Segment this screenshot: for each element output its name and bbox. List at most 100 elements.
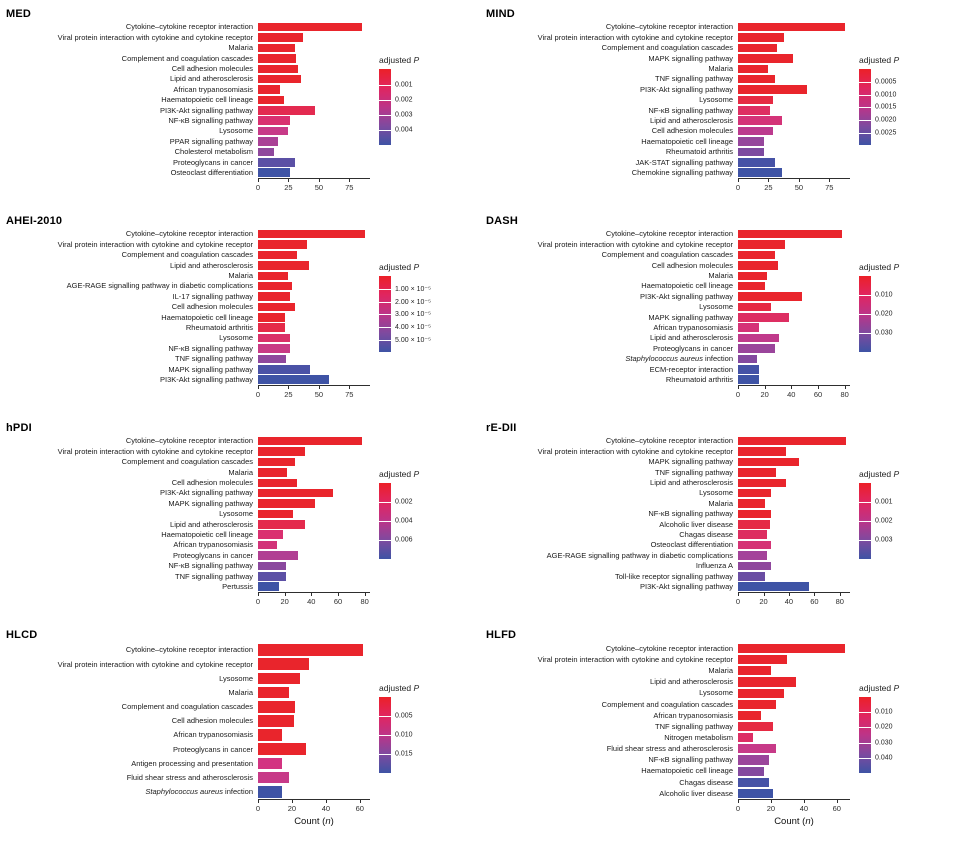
bar-label: Viral protein interaction with cytokine … xyxy=(537,239,733,249)
bar xyxy=(738,666,771,676)
bar-row: MAPK signalling pathway xyxy=(486,53,850,63)
bar-row: Viral protein interaction with cytokine … xyxy=(6,32,370,42)
bar-label: Cytokine–cytokine receptor interaction xyxy=(125,229,253,239)
colorbar-tick-label: 1.00 × 10⁻⁵ xyxy=(395,286,431,294)
colorbar-legend: adjusted P 1.00 × 10⁻⁵ 2.00 × 10⁻⁵ 3.00 × 1… xyxy=(379,262,449,353)
chart-body: Cytokine–cytokine receptor interaction Vi… xyxy=(6,22,480,193)
bar-row: Lipid and atherosclerosis xyxy=(6,260,370,270)
bar xyxy=(738,499,765,508)
x-axis-tick-label: 50 xyxy=(314,182,324,192)
x-label-row: Count (n) xyxy=(486,814,850,827)
bar xyxy=(258,43,295,53)
bar-row: Haematopoietic cell lineage xyxy=(6,530,370,540)
bar-row: AGE-RAGE signalling pathway in diabetic … xyxy=(486,550,850,560)
bar-track xyxy=(738,323,850,333)
bar-label: Influenza A xyxy=(695,561,733,571)
bar xyxy=(738,43,777,53)
bar-label: African trypanosomiasis xyxy=(653,710,733,720)
bar-row: MAPK signalling pathway xyxy=(6,364,370,374)
bar-track xyxy=(738,281,850,291)
colorbar-tick-label: 0.020 xyxy=(875,310,893,318)
x-axis-row: 0 20 40 60 xyxy=(6,798,370,814)
bar-track xyxy=(738,743,850,754)
bar-label: Rheumatoid arthritis xyxy=(665,374,733,384)
x-axis-tick-label: 60 xyxy=(333,596,343,606)
axis-spacer xyxy=(6,814,258,827)
bar-row: NF-κB signalling pathway xyxy=(486,754,850,765)
bar-track xyxy=(738,105,850,115)
colorbar: 0.001 0.002 0.003 0.004 xyxy=(379,69,413,146)
bar xyxy=(738,333,780,343)
x-axis: 0 20 40 60 xyxy=(256,798,370,814)
bar-row: Haematopoietic cell lineage xyxy=(6,312,370,322)
bar-track xyxy=(738,788,850,799)
bar-row: African trypanosomiasis xyxy=(6,728,370,742)
bar xyxy=(738,744,776,754)
bar-label: TNF signalling pathway xyxy=(655,74,733,84)
bar-label: Complement and coagulation cascades xyxy=(121,250,253,260)
colorbar: 0.010 0.020 0.030 0.040 xyxy=(859,696,893,773)
bar-track xyxy=(738,53,850,63)
bar-label: NF-κB signalling pathway xyxy=(648,509,733,519)
bar-track xyxy=(258,742,370,756)
bar xyxy=(258,147,274,157)
bar-row: Lipid and atherosclerosis xyxy=(486,478,850,488)
plot-area: Cytokine–cytokine receptor interaction Vi… xyxy=(486,22,850,193)
bar-label: Lysosome xyxy=(219,126,253,136)
x-axis-row: 0 20 40 60 80 xyxy=(486,384,850,400)
colorbar-tick-label: 0.020 xyxy=(875,723,893,731)
bar-track xyxy=(258,302,370,312)
bar-track xyxy=(258,478,370,488)
colorbar-tick xyxy=(859,120,871,122)
chart-body: Cytokine–cytokine receptor interaction Vi… xyxy=(486,643,960,827)
bar xyxy=(738,644,846,654)
bar xyxy=(738,271,768,280)
bar-label: Malaria xyxy=(708,64,733,73)
bar-track xyxy=(738,676,850,687)
bar-row: TNF signalling pathway xyxy=(6,354,370,364)
bar-track xyxy=(258,105,370,115)
bar xyxy=(738,766,765,776)
colorbar-tick xyxy=(379,753,391,755)
bar xyxy=(738,457,800,467)
bar xyxy=(258,22,362,32)
colorbar-legend: adjusted P 0.010 0.020 0.030 xyxy=(859,262,929,353)
legend-title: adjusted P xyxy=(859,262,900,273)
bar-row: Cytokine–cytokine receptor interaction xyxy=(6,643,370,657)
colorbar-tick-label: 2.00 × 10⁻⁵ xyxy=(395,298,431,306)
bar-track xyxy=(258,84,370,94)
bar-row: Toll-like receptor signalling pathway xyxy=(486,571,850,581)
bar-label: Malaria xyxy=(228,687,253,697)
x-axis: 0 20 40 60 xyxy=(736,798,850,814)
bar-row: Lysosome xyxy=(486,302,850,312)
bar-label: NF-κB signalling pathway xyxy=(648,755,733,765)
bar-track xyxy=(258,95,370,105)
bar-row: NF-κB signalling pathway xyxy=(6,116,370,126)
bar xyxy=(738,447,787,456)
x-axis-row: 0 25 50 75 xyxy=(6,384,370,400)
bar-label: Viral protein interaction with cytokine … xyxy=(537,446,733,456)
bar-row: Cell adhesion molecules xyxy=(6,64,370,74)
colorbar-tick-label: 0.004 xyxy=(395,126,413,134)
bar-label: Chagas disease xyxy=(679,529,733,539)
bar xyxy=(258,561,286,571)
bar-label: Viral protein interaction with cytokine … xyxy=(537,654,733,664)
bar-track xyxy=(258,271,370,281)
bar xyxy=(738,788,773,798)
bar-row: Cell adhesion molecules xyxy=(6,714,370,728)
colorbar-tick-label: 0.005 xyxy=(395,712,413,720)
colorbar-legend: adjusted P 0.001 0.002 0.003 0.004 xyxy=(379,55,449,146)
chart-panel-mind: MIND Cytokine–cytokine receptor interacti… xyxy=(480,6,960,213)
bar-row: TNF signalling pathway xyxy=(486,74,850,84)
x-axis-tick xyxy=(349,178,351,182)
bar-label: Cell adhesion molecules xyxy=(171,302,253,312)
bar-row: Malaria xyxy=(486,665,850,676)
bar-track xyxy=(258,333,370,343)
x-axis-tick-label: 50 xyxy=(314,389,324,399)
bar-label: Proteoglycans in cancer xyxy=(172,157,253,167)
bar-track xyxy=(258,550,370,560)
colorbar-legend: adjusted P 0.0005 0.0010 0.0015 0.0020 0.0025 xyxy=(859,55,929,146)
bar-track xyxy=(738,116,850,126)
bar-label: Malaria xyxy=(228,43,253,53)
bar xyxy=(258,240,307,249)
